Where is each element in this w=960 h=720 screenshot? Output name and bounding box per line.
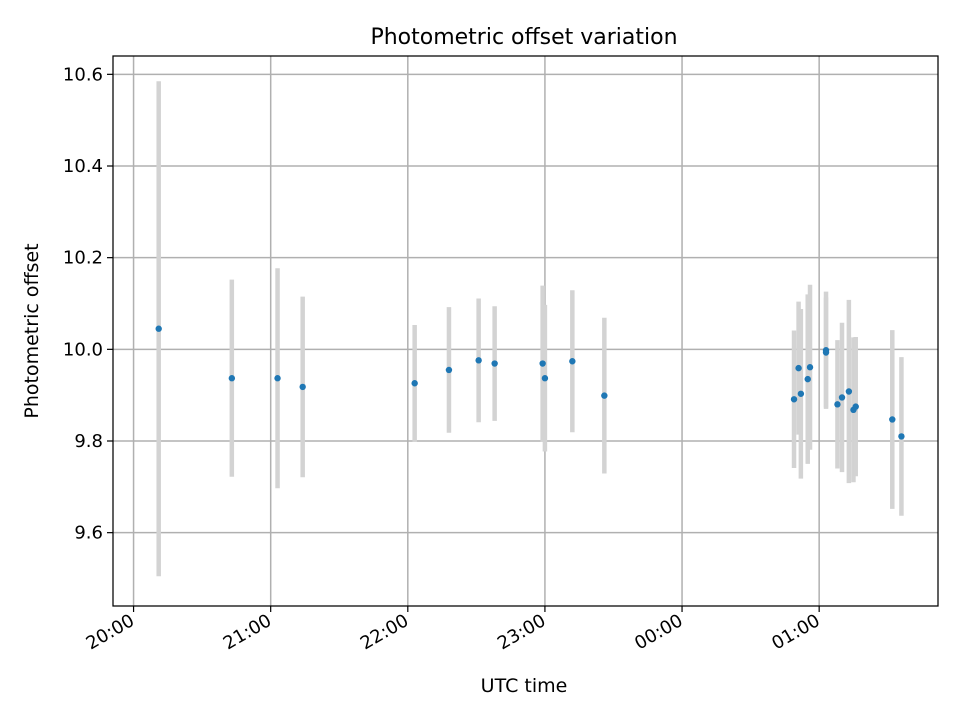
y-tick-label: 10.2 [63, 248, 103, 269]
plot-frame [112, 55, 939, 607]
grid [113, 56, 938, 606]
data-point [838, 394, 846, 401]
data-point [274, 375, 281, 382]
data-point [806, 364, 814, 371]
data-point [539, 360, 546, 367]
y-tick-label: 10.4 [63, 156, 103, 177]
data-point [797, 390, 805, 397]
x-axis-label: UTC time [481, 675, 568, 697]
data-point [834, 401, 841, 408]
y-tick-label: 10.0 [63, 339, 103, 360]
y-tick-label: 9.8 [74, 431, 103, 452]
data-point [491, 360, 498, 367]
data-point [898, 433, 905, 440]
data-point [889, 416, 896, 423]
y-axis-ticks: 9.6 9.8 10.0 10.2 10.4 10.6 [63, 64, 113, 544]
data-point [299, 383, 306, 391]
data-point [845, 388, 853, 395]
data-point [445, 366, 453, 374]
data-point [822, 349, 830, 356]
data-point [155, 325, 162, 332]
data-point [601, 392, 608, 399]
data-point [804, 375, 811, 383]
data-points [155, 325, 905, 440]
y-tick-label: 9.6 [74, 523, 103, 544]
y-tick-label: 10.6 [63, 64, 103, 85]
data-point [411, 380, 418, 387]
chart-title: Photometric offset variation [370, 25, 677, 50]
data-point [475, 357, 482, 364]
data-point [569, 358, 576, 365]
data-point [795, 364, 802, 372]
data-point [228, 375, 236, 382]
data-point [790, 396, 798, 403]
data-point [541, 375, 549, 382]
data-point [852, 403, 859, 410]
y-axis-label: Photometric offset [21, 243, 43, 418]
